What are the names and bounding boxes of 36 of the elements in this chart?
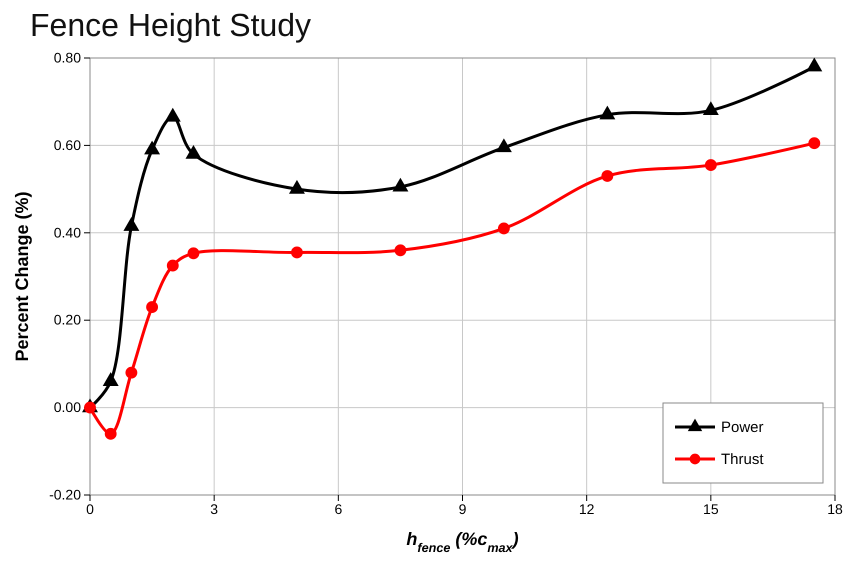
chart-title: Fence Height Study bbox=[30, 7, 312, 43]
x-tick-label: 15 bbox=[703, 500, 719, 517]
y-tick-label: -0.20 bbox=[49, 486, 82, 502]
legend-label: Power bbox=[721, 419, 764, 436]
y-tick-label: 0.80 bbox=[54, 49, 82, 66]
point bbox=[392, 178, 408, 192]
y-axis-title: Percent Change (%) bbox=[12, 191, 32, 362]
point bbox=[146, 301, 158, 313]
point bbox=[144, 140, 160, 154]
x-tick-label: 6 bbox=[334, 500, 342, 517]
point bbox=[394, 244, 406, 256]
point bbox=[123, 217, 140, 231]
y-tick-label: 0.40 bbox=[54, 224, 82, 240]
y-tick-label: 0.00 bbox=[54, 399, 82, 416]
y-tick-label: 0.20 bbox=[54, 312, 82, 328]
x-tick-label: 0 bbox=[86, 500, 94, 517]
point bbox=[186, 144, 202, 159]
x-tick-label: 18 bbox=[827, 500, 843, 517]
point bbox=[166, 260, 179, 272]
point bbox=[806, 58, 822, 72]
point bbox=[288, 180, 305, 194]
point bbox=[496, 138, 512, 152]
x-axis-title: h$_{fence}$ (%c$_{max}$) bbox=[406, 529, 519, 555]
point bbox=[104, 428, 117, 440]
x-tick-label: 9 bbox=[458, 500, 467, 517]
legend-label: Thrust bbox=[721, 451, 764, 468]
y-tick-label: 0.60 bbox=[54, 136, 82, 153]
point bbox=[291, 246, 303, 258]
x-tick-label: 3 bbox=[210, 500, 218, 517]
x-tick-label: 12 bbox=[578, 500, 595, 517]
point bbox=[125, 366, 138, 379]
point bbox=[164, 108, 181, 122]
point bbox=[188, 247, 200, 260]
point bbox=[702, 101, 719, 116]
point bbox=[599, 106, 616, 120]
point bbox=[498, 222, 510, 234]
